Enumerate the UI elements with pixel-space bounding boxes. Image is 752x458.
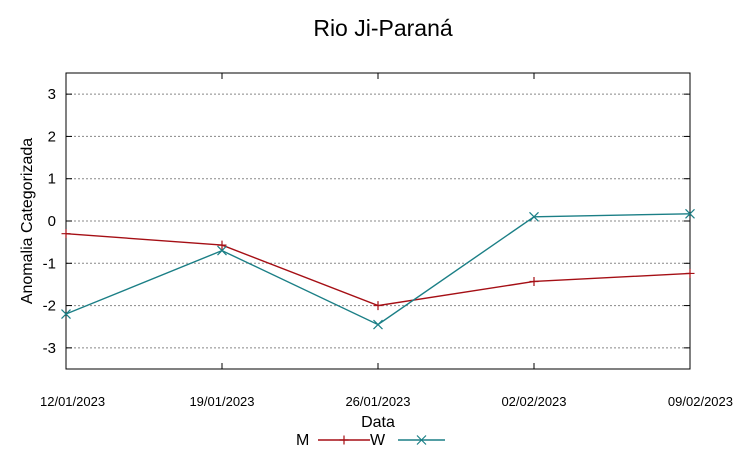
y-tick-label: -3 <box>43 340 56 357</box>
chart-title: Rio Ji-Paraná <box>313 15 453 41</box>
y-axis-ticks: 3 2 1 0 -1 -2 -3 <box>43 86 690 357</box>
series-W <box>61 208 695 330</box>
data-point <box>217 240 227 250</box>
y-tick-label: -2 <box>43 298 56 315</box>
x-tick-label: 26/01/2023 <box>345 394 410 409</box>
y-tick-label: -1 <box>43 255 56 272</box>
y-tick-label: 2 <box>48 128 56 145</box>
y-tick-label: 3 <box>48 86 56 103</box>
x-tick-label: 02/02/2023 <box>501 394 566 409</box>
legend-label: M <box>296 432 309 449</box>
data-point <box>529 276 539 286</box>
data-point <box>685 208 695 219</box>
data-point <box>416 435 427 445</box>
legend-item-M: M <box>296 432 370 449</box>
y-axis-label: Anomalia Categorizada <box>19 138 36 304</box>
data-point <box>339 435 349 445</box>
data-point <box>373 301 383 311</box>
data-point <box>61 229 71 239</box>
x-tick-label: 12/01/2023 <box>40 394 105 409</box>
x-tick-label: 09/02/2023 <box>668 394 733 409</box>
data-point <box>61 309 71 319</box>
legend-item-W: W <box>370 432 445 449</box>
data-point <box>529 211 539 222</box>
data-point <box>373 319 383 330</box>
series-line <box>65 232 691 307</box>
series-group <box>61 208 695 330</box>
data-point <box>217 245 227 256</box>
legend-label: W <box>370 432 386 449</box>
x-axis-label: Data <box>361 414 395 431</box>
y-tick-label: 1 <box>48 171 56 188</box>
y-tick-label: 0 <box>48 213 56 230</box>
x-tick-label: 19/01/2023 <box>189 394 254 409</box>
data-point <box>685 268 695 278</box>
series-M <box>61 229 695 311</box>
x-axis-ticks: 12/01/2023 19/01/2023 26/01/2023 02/02/2023… <box>40 73 733 409</box>
